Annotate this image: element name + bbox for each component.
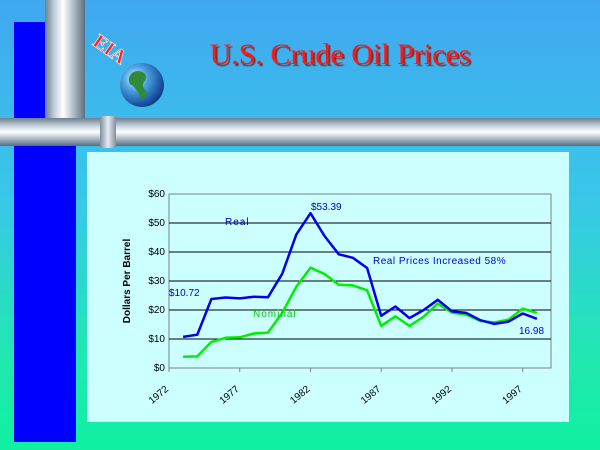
eia-globe-logo: EIA bbox=[88, 30, 164, 107]
start-label: $10.72 bbox=[169, 288, 200, 299]
horizontal-pipe bbox=[0, 118, 600, 146]
pipe-joint bbox=[100, 116, 116, 148]
real-label: Real bbox=[225, 217, 250, 228]
y-tick-label: $10 bbox=[148, 334, 165, 345]
y-tick-label: $0 bbox=[154, 363, 166, 374]
x-tick-label: 1972 bbox=[147, 384, 171, 407]
oil-price-chart: $0 $10 $20 $30 $40 $50 $60 1972 1977 1982 1987 199… bbox=[122, 189, 552, 407]
peak-label: $53.39 bbox=[311, 202, 342, 213]
y-axis-label: Dollars Per Barrel bbox=[122, 239, 133, 324]
continent-shape bbox=[128, 71, 147, 99]
x-tick-label: 1992 bbox=[430, 384, 454, 407]
x-tick-label: 1997 bbox=[501, 384, 525, 407]
logo-text: EIA bbox=[89, 30, 131, 69]
x-tick-label: 1977 bbox=[218, 384, 242, 407]
y-tick-label: $50 bbox=[148, 218, 165, 229]
x-tick-label: 1982 bbox=[288, 384, 312, 407]
series-line-real bbox=[182, 211, 538, 339]
vertical-pipe bbox=[45, 0, 85, 140]
nominal-label: Nominal bbox=[253, 309, 297, 320]
end-label: 16.98 bbox=[519, 326, 544, 337]
y-tick-label: $30 bbox=[148, 276, 165, 287]
x-tick-label: 1987 bbox=[359, 384, 383, 407]
y-tick-label: $20 bbox=[148, 305, 165, 316]
y-tick-label: $40 bbox=[148, 247, 165, 258]
increase-annotation: Real Prices Increased 58% bbox=[373, 256, 506, 267]
page-title: U.S. Crude Oil Prices bbox=[209, 38, 471, 71]
y-tick-label: $60 bbox=[148, 189, 165, 200]
